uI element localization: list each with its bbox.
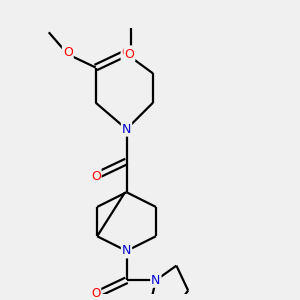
Text: N: N [122,123,131,136]
Text: O: O [63,46,73,59]
Text: N: N [122,244,131,257]
Text: O: O [91,287,100,300]
Text: O: O [124,48,134,61]
Text: O: O [122,46,131,59]
Text: O: O [91,169,100,183]
Text: N: N [151,274,160,287]
